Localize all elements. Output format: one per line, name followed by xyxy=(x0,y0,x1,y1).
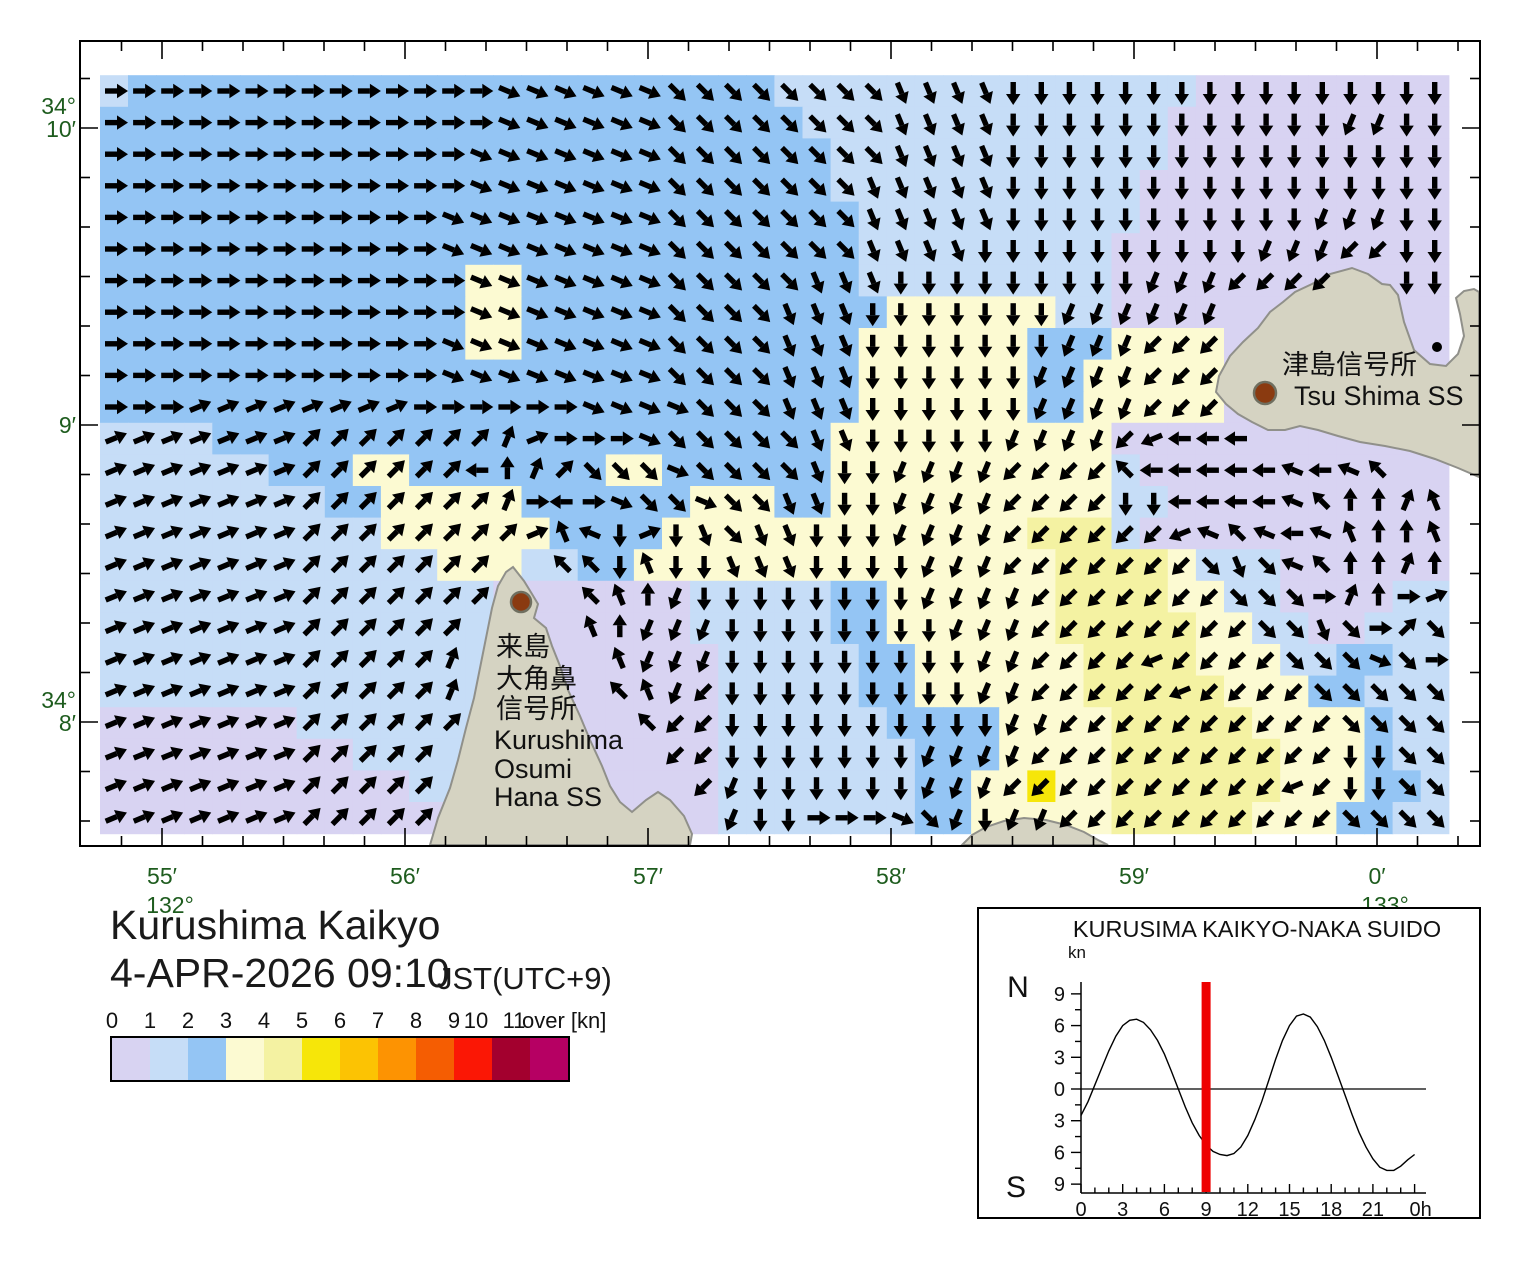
map-timezone-label: JST(UTC+9) xyxy=(437,961,612,996)
map-datetime: 4-APR-2026 09:10 xyxy=(110,950,450,996)
legend-swatch-10 xyxy=(492,1038,530,1080)
tide-x-tick-label: 0h xyxy=(1409,1199,1431,1221)
station-label-tsu-shima: Tsu Shima SS xyxy=(1294,381,1464,411)
legend-swatch-2 xyxy=(188,1038,226,1080)
tide-y-tick-label: 9 xyxy=(1054,984,1065,1006)
tide-x-tick-label: 21 xyxy=(1362,1199,1384,1221)
legend-label-5: 5 xyxy=(295,1008,309,1033)
legend-label-0: 0 xyxy=(105,1008,119,1033)
speed-cell xyxy=(633,738,663,771)
tide-y-tick-label: 3 xyxy=(1054,1111,1065,1133)
speed-cell xyxy=(577,644,607,677)
station-label-kurushima-osumi-hana: Hana SS xyxy=(494,782,602,812)
legend-label-1: 1 xyxy=(143,1008,157,1033)
longitude-tick-label: 58′ xyxy=(876,863,906,889)
legend-label-8: 8 xyxy=(409,1008,423,1033)
station-label-kurushima-osumi-hana: Osumi xyxy=(494,754,572,784)
latitude-tick-label: 10′ xyxy=(46,116,76,142)
tide-x-tick-label: 15 xyxy=(1278,1199,1300,1221)
legend-label-4: 4 xyxy=(257,1008,271,1033)
legend-swatch-5 xyxy=(302,1038,340,1080)
speed-cell xyxy=(549,580,579,613)
speed-cell xyxy=(690,802,719,835)
legend-swatch-11 xyxy=(530,1038,568,1080)
speed-cell xyxy=(605,738,635,771)
legend-label-7: 7 xyxy=(371,1008,385,1033)
legend-swatch-7 xyxy=(378,1038,416,1080)
station-label-tsu-shima: 津島信号所 xyxy=(1282,350,1417,380)
speed-cell xyxy=(521,549,551,582)
tide-x-tick-label: 0 xyxy=(1075,1199,1086,1221)
north-label: N xyxy=(1007,971,1029,1004)
latitude-tick-label: 8′ xyxy=(59,710,76,736)
tide-x-tick-label: 9 xyxy=(1201,1199,1212,1221)
legend-unit-label: over [kn] xyxy=(522,1008,607,1033)
speed-cell xyxy=(1420,296,1450,329)
speed-cell xyxy=(577,675,607,708)
legend-swatch-0 xyxy=(112,1038,150,1080)
speed-cell xyxy=(605,707,635,740)
tide-current-time-marker xyxy=(1201,982,1211,1192)
station-label-kurushima-osumi-hana: 信号所 xyxy=(496,694,577,724)
legend-swatch-6 xyxy=(340,1038,378,1080)
longitude-tick-label: 59′ xyxy=(1119,863,1149,889)
tide-y-tick-label: 6 xyxy=(1054,1016,1065,1038)
tide-unit-label: kn xyxy=(1068,943,1086,962)
tide-y-tick-label: 0 xyxy=(1054,1079,1065,1101)
legend-label-10: 10 xyxy=(463,1008,489,1033)
longitude-tick-label: 56′ xyxy=(390,863,420,889)
tide-x-tick-label: 6 xyxy=(1159,1199,1170,1221)
legend-label-3: 3 xyxy=(219,1008,233,1033)
speed-cell xyxy=(549,612,579,645)
station-dot-tsu-shima xyxy=(1252,380,1278,406)
islet-dot xyxy=(1432,342,1442,352)
speed-legend: 0 1 2 3 4 5 6 7 8 9 10 11 over [kn] xyxy=(106,1008,810,1088)
tide-y-tick-label: 9 xyxy=(1054,1174,1065,1196)
south-label: S xyxy=(1006,1171,1026,1204)
map-title: Kurushima Kaikyo xyxy=(110,902,441,948)
longitude-tick-label: 0′ xyxy=(1368,863,1385,889)
tide-y-tick-label: 6 xyxy=(1054,1142,1065,1164)
longitude-tick-label: 55′ xyxy=(147,863,177,889)
legend-swatch-4 xyxy=(264,1038,302,1080)
tide-graph-title: KURUSIMA KAIKYO-NAKA SUIDO xyxy=(1073,916,1441,942)
station-label-kurushima-osumi-hana: 大角鼻 xyxy=(496,664,577,694)
legend-swatch-8 xyxy=(416,1038,454,1080)
legend-swatch-9 xyxy=(454,1038,492,1080)
speed-legend-bar xyxy=(110,1036,570,1082)
speed-cell xyxy=(1224,296,1253,329)
legend-swatch-3 xyxy=(226,1038,264,1080)
legend-label-6: 6 xyxy=(333,1008,347,1033)
station-label-kurushima-osumi-hana: 来島 xyxy=(496,632,550,662)
station-dot-kurushima-osumi-hana xyxy=(509,590,533,614)
tide-x-tick-label: 3 xyxy=(1117,1199,1128,1221)
tide-x-tick-label: 18 xyxy=(1320,1199,1342,1221)
longitude-tick-label: 57′ xyxy=(633,863,663,889)
tide-x-tick-label: 12 xyxy=(1237,1199,1259,1221)
latitude-tick-label: 9′ xyxy=(59,412,76,438)
speed-color-grid xyxy=(100,75,1450,835)
tide-y-tick-label: 3 xyxy=(1054,1047,1065,1069)
legend-label-2: 2 xyxy=(181,1008,195,1033)
legend-swatch-1 xyxy=(150,1038,188,1080)
station-label-kurushima-osumi-hana: Kurushima xyxy=(494,725,624,755)
speed-cell xyxy=(1392,454,1422,487)
